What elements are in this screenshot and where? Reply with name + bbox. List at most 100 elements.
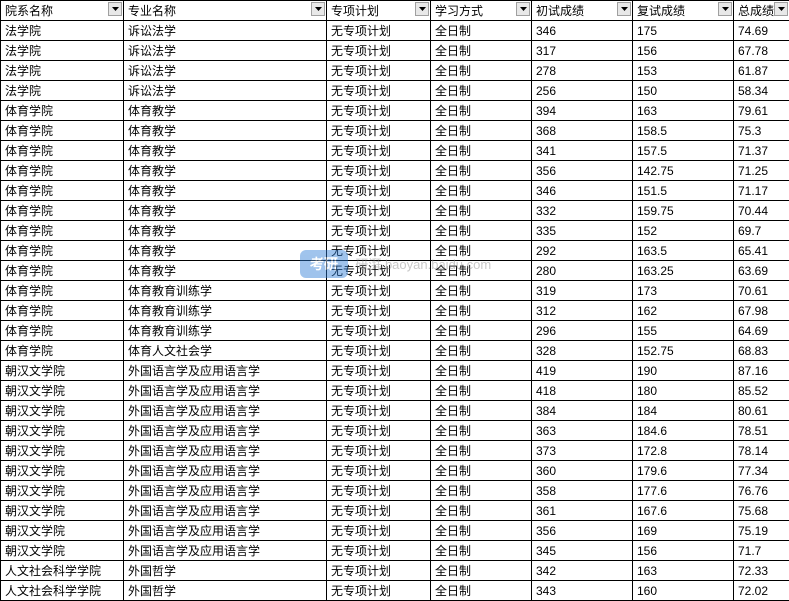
column-label: 总成绩 (738, 4, 774, 18)
table-row: 法学院诉讼法学无专项计划全日制25615058.34 (1, 81, 789, 101)
table-cell: 419 (532, 361, 633, 381)
filter-dropdown-icon[interactable] (718, 2, 732, 16)
table-cell: 无专项计划 (327, 581, 431, 601)
table-cell: 外国语言学及应用语言学 (124, 441, 327, 461)
table-cell: 外国语言学及应用语言学 (124, 481, 327, 501)
table-row: 朝汉文学院外国语言学及应用语言学无专项计划全日制34515671.7 (1, 541, 789, 561)
filter-dropdown-icon[interactable] (311, 2, 325, 16)
table-cell: 394 (532, 101, 633, 121)
table-cell: 全日制 (431, 361, 532, 381)
table-cell: 外国语言学及应用语言学 (124, 381, 327, 401)
table-cell: 418 (532, 381, 633, 401)
table-cell: 体育学院 (1, 161, 124, 181)
table-cell: 356 (532, 161, 633, 181)
table-cell: 75.19 (734, 521, 789, 541)
table-cell: 162 (633, 301, 734, 321)
table-cell: 155 (633, 321, 734, 341)
table-cell: 法学院 (1, 81, 124, 101)
table-cell: 体育学院 (1, 221, 124, 241)
table-container: 院系名称专业名称 专项计划学习方式初试成绩 复试成绩总成绩 法学院诉讼法学无专项计划… (0, 0, 789, 601)
table-cell: 65.41 (734, 241, 789, 261)
table-row: 体育学院体育教学无专项计划全日制346151.571.17 (1, 181, 789, 201)
table-row: 朝汉文学院外国语言学及应用语言学无专项计划全日制363184.678.51 (1, 421, 789, 441)
table-cell: 外国语言学及应用语言学 (124, 501, 327, 521)
table-cell: 体育教学 (124, 161, 327, 181)
table-cell: 342 (532, 561, 633, 581)
filter-dropdown-icon[interactable] (415, 2, 429, 16)
table-cell: 体育学院 (1, 241, 124, 261)
table-cell: 全日制 (431, 81, 532, 101)
table-cell: 72.33 (734, 561, 789, 581)
table-row: 朝汉文学院外国语言学及应用语言学无专项计划全日制41818085.52 (1, 381, 789, 401)
table-cell: 朝汉文学院 (1, 461, 124, 481)
table-cell: 全日制 (431, 441, 532, 461)
table-cell: 180 (633, 381, 734, 401)
filter-dropdown-icon[interactable] (108, 2, 122, 16)
table-cell: 163 (633, 101, 734, 121)
table-cell: 全日制 (431, 481, 532, 501)
table-cell: 77.34 (734, 461, 789, 481)
column-label: 初试成绩 (536, 4, 584, 18)
table-row: 法学院诉讼法学无专项计划全日制27815361.87 (1, 61, 789, 81)
table-cell: 356 (532, 521, 633, 541)
table-cell: 360 (532, 461, 633, 481)
table-cell: 159.75 (633, 201, 734, 221)
column-header[interactable]: 复试成绩 (633, 1, 734, 21)
column-header[interactable]: 初试成绩 (532, 1, 633, 21)
table-cell: 体育学院 (1, 181, 124, 201)
filter-dropdown-icon[interactable] (774, 2, 788, 16)
table-cell: 无专项计划 (327, 421, 431, 441)
table-cell: 无专项计划 (327, 221, 431, 241)
table-cell: 384 (532, 401, 633, 421)
column-header[interactable]: 总成绩 (734, 1, 789, 21)
table-cell: 328 (532, 341, 633, 361)
table-cell: 373 (532, 441, 633, 461)
table-cell: 163.25 (633, 261, 734, 281)
table-row: 体育学院体育教学无专项计划全日制341157.571.37 (1, 141, 789, 161)
table-cell: 外国哲学 (124, 581, 327, 601)
table-cell: 体育学院 (1, 141, 124, 161)
table-cell: 332 (532, 201, 633, 221)
table-cell: 外国哲学 (124, 561, 327, 581)
table-cell: 256 (532, 81, 633, 101)
table-cell: 319 (532, 281, 633, 301)
table-cell: 361 (532, 501, 633, 521)
table-cell: 无专项计划 (327, 61, 431, 81)
column-label: 专业名称 (128, 4, 176, 18)
table-cell: 71.25 (734, 161, 789, 181)
table-row: 体育学院体育教学无专项计划全日制368158.575.3 (1, 121, 789, 141)
table-cell: 79.61 (734, 101, 789, 121)
column-header[interactable]: 专业名称 (124, 1, 327, 21)
table-cell: 158.5 (633, 121, 734, 141)
table-cell: 外国语言学及应用语言学 (124, 401, 327, 421)
table-cell: 75.3 (734, 121, 789, 141)
column-header[interactable]: 院系名称 (1, 1, 124, 21)
data-table: 院系名称专业名称 专项计划学习方式初试成绩 复试成绩总成绩 法学院诉讼法学无专项计划… (0, 0, 789, 601)
table-cell: 179.6 (633, 461, 734, 481)
column-header[interactable]: 学习方式 (431, 1, 532, 21)
table-cell: 190 (633, 361, 734, 381)
table-row: 体育学院体育教学无专项计划全日制332159.7570.44 (1, 201, 789, 221)
table-row: 法学院诉讼法学无专项计划全日制34617574.69 (1, 21, 789, 41)
table-cell: 外国语言学及应用语言学 (124, 541, 327, 561)
table-cell: 体育教学 (124, 201, 327, 221)
table-cell: 71.17 (734, 181, 789, 201)
table-cell: 无专项计划 (327, 341, 431, 361)
table-cell: 153 (633, 61, 734, 81)
table-row: 体育学院体育教学无专项计划全日制39416379.61 (1, 101, 789, 121)
table-cell: 312 (532, 301, 633, 321)
table-cell: 全日制 (431, 461, 532, 481)
table-cell: 151.5 (633, 181, 734, 201)
table-cell: 朝汉文学院 (1, 501, 124, 521)
table-cell: 体育教育训练学 (124, 281, 327, 301)
filter-dropdown-icon[interactable] (516, 2, 530, 16)
filter-dropdown-icon[interactable] (617, 2, 631, 16)
table-cell: 177.6 (633, 481, 734, 501)
table-cell: 无专项计划 (327, 381, 431, 401)
table-cell: 317 (532, 41, 633, 61)
table-cell: 无专项计划 (327, 301, 431, 321)
table-cell: 156 (633, 41, 734, 61)
column-header[interactable]: 专项计划 (327, 1, 431, 21)
header-row: 院系名称专业名称 专项计划学习方式初试成绩 复试成绩总成绩 (1, 1, 789, 21)
table-cell: 150 (633, 81, 734, 101)
